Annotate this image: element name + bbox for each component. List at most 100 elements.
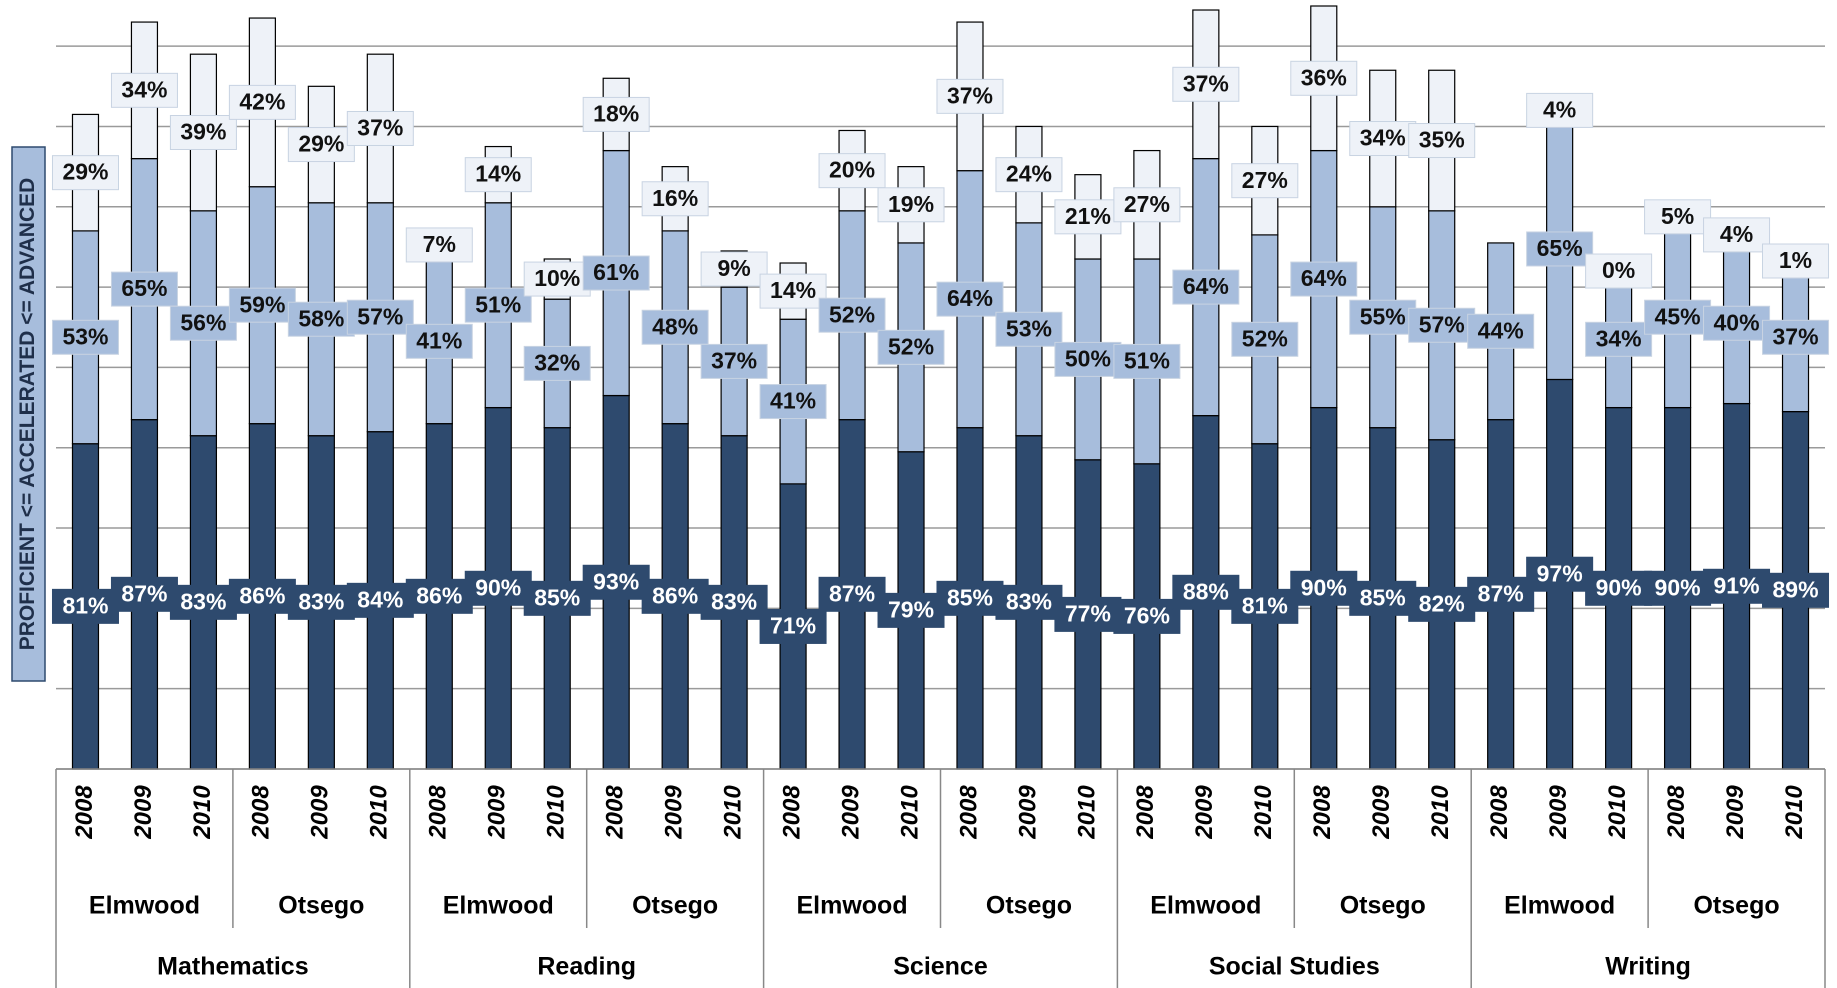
x-tick-label: 2009 — [1191, 785, 1218, 840]
value-label: 29% — [298, 131, 344, 157]
label-box — [523, 345, 591, 381]
label-box — [169, 305, 237, 341]
value-label: 34% — [1360, 125, 1406, 151]
value-label: 53% — [62, 323, 108, 349]
value-label: 77% — [1065, 600, 1111, 626]
x-tick-label: 2009 — [837, 785, 864, 840]
value-label: 57% — [357, 303, 403, 329]
subject-label: Social Studies — [1209, 953, 1380, 981]
value-label: 36% — [1301, 64, 1347, 90]
value-label: 81% — [1242, 592, 1288, 618]
label-box — [1585, 253, 1653, 289]
label-box — [1644, 199, 1712, 235]
label-box — [877, 329, 945, 365]
x-tick-label: 2009 — [1722, 785, 1749, 840]
label-box — [1349, 121, 1417, 157]
label-box — [936, 281, 1004, 317]
value-label: 50% — [1065, 345, 1111, 371]
label-box — [1408, 586, 1476, 622]
value-label: 1% — [1779, 247, 1812, 273]
label-box — [1113, 343, 1181, 379]
value-label: 42% — [239, 88, 285, 114]
value-label: 32% — [534, 349, 580, 375]
value-label: 4% — [1543, 96, 1576, 122]
school-label: Elmwood — [89, 892, 200, 920]
label-box — [110, 72, 178, 108]
y-axis-label: PROFICIENT <= ACCELERATED <= ADVANCED — [16, 178, 39, 651]
value-label: 85% — [534, 584, 580, 610]
value-label: 35% — [1419, 127, 1465, 153]
value-label: 44% — [1478, 317, 1524, 343]
value-label: 71% — [770, 613, 816, 639]
value-label: 82% — [1419, 590, 1465, 616]
label-box — [1408, 307, 1476, 343]
label-box — [228, 578, 296, 614]
label-box — [582, 564, 650, 600]
label-box — [995, 311, 1063, 347]
label-box — [1172, 574, 1240, 610]
value-label: 86% — [239, 582, 285, 608]
value-label: 52% — [1242, 325, 1288, 351]
x-tick-label: 2010 — [719, 785, 746, 840]
value-label: 0% — [1602, 257, 1635, 283]
value-label: 21% — [1065, 203, 1111, 229]
x-tick-label: 2010 — [896, 785, 923, 840]
value-label: 14% — [770, 277, 816, 303]
label-box — [169, 114, 237, 150]
value-label: 24% — [1006, 161, 1052, 187]
label-box — [641, 309, 709, 345]
value-label: 87% — [1478, 580, 1524, 606]
value-label: 88% — [1183, 578, 1229, 604]
school-label: Otsego — [632, 892, 718, 920]
subject-label: Reading — [537, 953, 636, 981]
value-label: 41% — [770, 388, 816, 414]
x-tick-label: 2008 — [425, 785, 452, 840]
label-box — [1408, 123, 1476, 159]
value-label: 83% — [711, 588, 757, 614]
value-label: 83% — [180, 588, 226, 614]
label-box — [1054, 596, 1122, 632]
x-tick-label: 2010 — [189, 785, 216, 840]
value-label: 85% — [1360, 584, 1406, 610]
school-label: Elmwood — [796, 892, 907, 920]
x-tick-label: 2010 — [1604, 785, 1631, 840]
value-label: 37% — [1183, 70, 1229, 96]
value-label: 55% — [1360, 303, 1406, 329]
x-tick-label: 2008 — [71, 785, 98, 840]
value-label: 51% — [475, 291, 521, 317]
value-label: 86% — [416, 582, 462, 608]
label-box — [1644, 570, 1712, 606]
value-label: 79% — [888, 596, 934, 622]
value-label: 64% — [947, 285, 993, 311]
value-label: 52% — [888, 333, 934, 359]
value-label: 34% — [121, 76, 167, 102]
value-label: 65% — [1537, 235, 1583, 261]
label-box — [995, 584, 1063, 620]
x-tick-label: 2008 — [1132, 785, 1159, 840]
label-box — [169, 584, 237, 620]
value-label: 86% — [652, 582, 698, 608]
label-box — [287, 584, 355, 620]
x-tick-label: 2008 — [955, 785, 982, 840]
label-box — [877, 187, 945, 223]
label-box — [110, 271, 178, 307]
x-tick-label: 2009 — [130, 785, 157, 840]
value-label: 20% — [829, 157, 875, 183]
label-box — [1172, 269, 1240, 305]
label-box — [1231, 588, 1299, 624]
label-box — [1113, 598, 1181, 634]
value-label: 90% — [1596, 574, 1642, 600]
x-tick-label: 2009 — [1014, 785, 1041, 840]
label-box — [818, 153, 886, 189]
value-label: 37% — [1772, 323, 1818, 349]
value-label: 90% — [1655, 574, 1701, 600]
label-box — [287, 301, 355, 337]
label-box — [1762, 572, 1830, 608]
label-box — [464, 157, 532, 193]
value-label: 93% — [593, 568, 639, 594]
value-label: 85% — [947, 584, 993, 610]
x-tick-label: 2009 — [1545, 785, 1572, 840]
value-label: 57% — [1419, 311, 1465, 337]
value-label: 41% — [416, 327, 462, 353]
